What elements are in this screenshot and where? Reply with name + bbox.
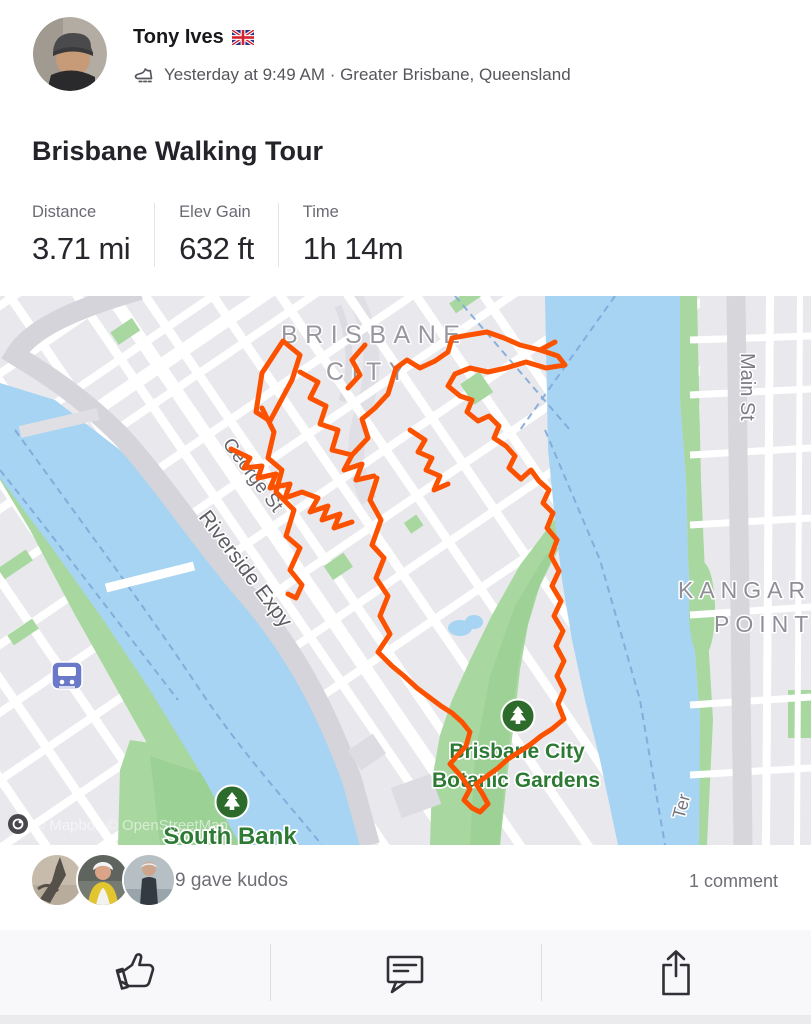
tree-icon	[500, 698, 536, 734]
kudos-avatar-stack[interactable]	[30, 853, 176, 907]
brisbane-river-west	[0, 383, 370, 845]
avatar[interactable]	[33, 17, 107, 91]
kudos-avatar[interactable]	[76, 853, 130, 907]
stat-value: 632 ft	[179, 231, 254, 266]
map-label-south-bank: South Bank	[163, 823, 297, 845]
stat-value: 1h 14m	[302, 231, 404, 266]
comment-icon	[387, 955, 424, 993]
attribution-text: © Mapbox © OpenStreetMap	[34, 817, 228, 834]
activity-title[interactable]: Brisbane Walking Tour	[32, 136, 324, 166]
stats-row: Distance 3.71 mi Elev Gain 632 ft Time 1…	[32, 203, 427, 267]
stat-distance: Distance 3.71 mi	[32, 203, 154, 267]
kudos-avatar[interactable]	[122, 853, 176, 907]
stat-elev-gain: Elev Gain 632 ft	[154, 203, 278, 267]
share-icon	[662, 949, 690, 995]
uk-flag-icon	[231, 30, 254, 45]
map-label-brisbane: BRISBANE	[281, 321, 467, 349]
main-st-road	[726, 296, 753, 845]
stat-label: Distance	[32, 203, 97, 221]
stat-value: 3.71 mi	[32, 231, 131, 266]
stat-time: Time 1h 14m	[277, 203, 427, 267]
comment-button[interactable]	[270, 930, 540, 1015]
riverside-expressway-road	[1, 296, 380, 845]
train-station-icon	[51, 661, 83, 690]
route-map[interactable]: BRISBANE CITY KANGAR POINT George St Riv…	[0, 296, 811, 845]
map-attribution[interactable]: © Mapbox © OpenStreetMap	[8, 814, 228, 834]
thumbs-up-icon	[115, 952, 155, 990]
card-separator	[0, 1015, 811, 1024]
gps-route	[228, 329, 568, 815]
user-name[interactable]: Tony Ives	[133, 26, 224, 48]
kudos-button[interactable]	[0, 930, 270, 1015]
kudos-avatar[interactable]	[30, 853, 84, 907]
walking-shoe-icon	[134, 68, 153, 83]
kudos-count-text[interactable]: 9 gave kudos	[175, 870, 289, 891]
map-canvas: BRISBANE CITY KANGAR POINT George St Riv…	[0, 296, 811, 845]
profile-photo	[33, 17, 107, 91]
action-bar	[0, 930, 811, 1015]
map-label-kangaroo: KANGAR	[678, 577, 811, 603]
activity-meta: Yesterday at 9:49 AM · Greater Brisbane,…	[164, 65, 571, 84]
comment-count-text[interactable]: 1 comment	[688, 871, 778, 891]
brisbane-river-east	[545, 296, 700, 845]
stat-label: Time	[302, 203, 339, 221]
tree-icon	[214, 784, 250, 820]
map-label-main-st: Main St	[736, 353, 758, 421]
map-label-point: POINT	[714, 611, 811, 637]
stat-label: Elev Gain	[179, 203, 251, 221]
share-button[interactable]	[540, 930, 811, 1015]
